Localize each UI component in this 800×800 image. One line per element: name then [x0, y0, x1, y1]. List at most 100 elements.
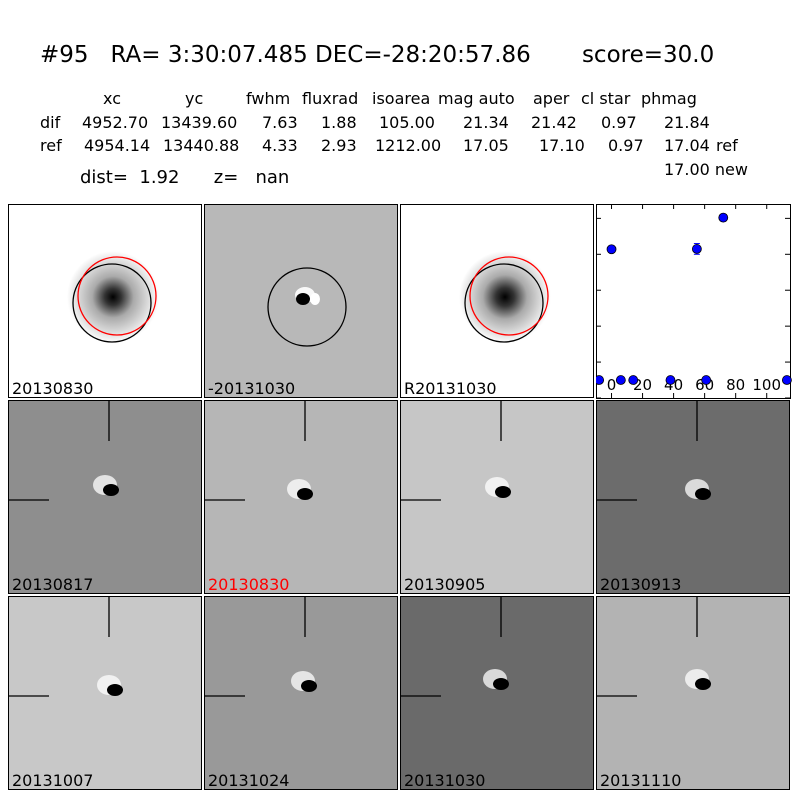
data-point: [691, 244, 702, 254]
col-header-aper: aper: [533, 89, 570, 108]
dif-aper: 21.42: [531, 113, 577, 132]
data-point: [606, 244, 617, 255]
dipole-black: [107, 684, 123, 696]
ref-mag-auto: 17.05: [463, 136, 509, 155]
data-point: [665, 375, 676, 385]
row-label-ref: ref: [40, 136, 62, 155]
dipole-black: [297, 488, 313, 500]
aperture-circle: [464, 263, 544, 343]
panel-label: 20131007: [12, 771, 94, 790]
ref-phmag: 17.04: [664, 136, 710, 155]
stamp-new: 20130830: [8, 204, 202, 398]
panel-label: 20130817: [12, 575, 94, 594]
light-curve-plot: 212223242526020406080100: [570, 204, 792, 408]
dipole-black: [301, 680, 317, 692]
ref-cl-star: 0.97: [608, 136, 644, 155]
dipole-black: [695, 678, 711, 690]
ref-fluxrad: 2.93: [321, 136, 357, 155]
epoch-stamp: 20131030: [400, 596, 594, 790]
x-tick-label: 100: [752, 376, 781, 394]
panel-label: 20130830: [208, 575, 290, 594]
x-tick-label: 0: [607, 376, 617, 394]
data-point: [628, 375, 639, 385]
stamp-bg: [205, 597, 397, 789]
col-header-isoarea: isoarea: [372, 89, 431, 108]
aperture-circle: [72, 263, 152, 343]
ref-aperture-circle: [77, 256, 157, 336]
row-label-dif: dif: [40, 113, 61, 132]
stamp-ref: R20131030: [400, 204, 594, 398]
dipole-black: [296, 293, 310, 305]
panel-label: 20131024: [208, 771, 290, 790]
x-tick-label: 80: [726, 376, 745, 394]
epoch-stamp: 20131110: [596, 596, 790, 790]
epoch-stamp-image: [9, 597, 201, 789]
dif-fluxrad: 1.88: [321, 113, 357, 132]
dipole-black: [103, 484, 119, 496]
data-point: [781, 375, 792, 385]
epoch-stamp: 20130817: [8, 400, 202, 594]
panel-label: -20131030: [208, 379, 296, 398]
source-blob: [459, 251, 551, 343]
light-curve-svg: 212223242526020406080100: [570, 204, 792, 408]
dif-fwhm: 7.63: [262, 113, 298, 132]
dif-isoarea: 105.00: [379, 113, 435, 132]
epoch-stamp-image: [9, 401, 201, 593]
ref-isoarea: 1212.00: [375, 136, 442, 155]
data-point: [718, 212, 729, 223]
stamp-bg: [597, 597, 789, 789]
col-header-phmag: phmag: [641, 89, 697, 108]
dif-xc: 4952.70: [82, 113, 149, 132]
epoch-stamp-image: [401, 597, 593, 789]
stamp-diff: -20131030: [204, 204, 398, 398]
panel-label: 20130830: [12, 379, 94, 398]
plot-frame: [596, 204, 791, 399]
ref-yc: 13440.88: [163, 136, 240, 155]
panel-label: 20130913: [600, 575, 682, 594]
ref-suffix: ref: [716, 136, 738, 155]
epoch-stamp: 20131024: [204, 596, 398, 790]
epoch-stamp: 20130913: [596, 400, 790, 594]
ref-aperture-circle: [469, 256, 549, 336]
data-point: [594, 375, 605, 385]
new-phmag: 17.00 new: [664, 160, 748, 179]
dipole-white-2: [310, 293, 320, 305]
ref-aper: 17.10: [539, 136, 585, 155]
dist-readout: dist= 1.92 z= nan: [80, 167, 290, 188]
col-header-fwhm: fwhm: [246, 89, 291, 108]
epoch-stamp-image: [597, 597, 789, 789]
panel-label: 20130905: [404, 575, 486, 594]
stamp-bg: [9, 401, 201, 593]
col-header-yc: yc: [185, 89, 204, 108]
source-blob: [67, 251, 159, 343]
epoch-stamp: 20130905: [400, 400, 594, 594]
col-header-mag-auto: mag auto: [438, 89, 515, 108]
page-title: #95 RA= 3:30:07.485 DEC=-28:20:57.86 sco…: [40, 42, 715, 68]
panel-label: 20131110: [600, 771, 682, 790]
dipole-black: [495, 486, 511, 498]
epoch-stamp-image: [205, 597, 397, 789]
epoch-stamp-image: [205, 401, 397, 593]
data-point: [615, 375, 626, 385]
col-header-xc: xc: [103, 89, 121, 108]
stamp-ref-image: [401, 205, 593, 397]
panel-label: 20131030: [404, 771, 486, 790]
epoch-stamp: 20130830: [204, 400, 398, 594]
ref-fwhm: 4.33: [262, 136, 298, 155]
data-point: [701, 375, 712, 385]
stamp-new-image: [9, 205, 201, 397]
stamp-bg: [401, 597, 593, 789]
epoch-stamp-image: [401, 401, 593, 593]
panel-label: R20131030: [404, 379, 497, 398]
epoch-stamp: 20131007: [8, 596, 202, 790]
dif-cl-star: 0.97: [601, 113, 637, 132]
epoch-stamp-image: [597, 401, 789, 593]
dipole-black: [695, 488, 711, 500]
dif-yc: 13439.60: [161, 113, 238, 132]
aperture-circle: [267, 267, 347, 347]
stamp-diff-image: [205, 205, 397, 397]
dif-mag-auto: 21.34: [463, 113, 509, 132]
col-header-cl-star: cl star: [581, 89, 631, 108]
col-header-fluxrad: fluxrad: [302, 89, 359, 108]
ref-xc: 4954.14: [84, 136, 151, 155]
